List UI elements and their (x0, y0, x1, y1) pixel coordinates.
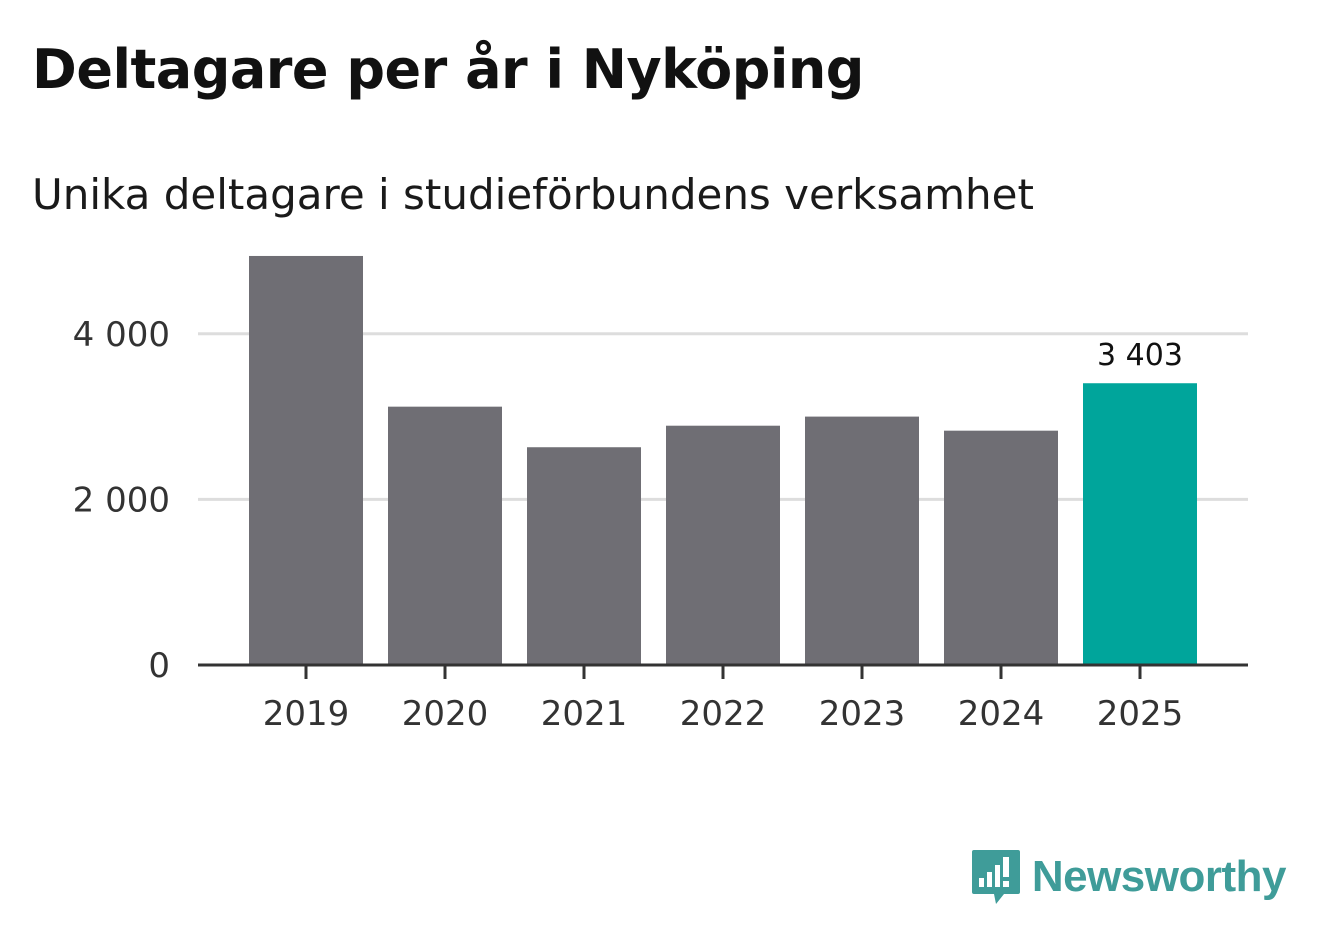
x-tick-label: 2025 (1097, 694, 1184, 734)
x-tick-label: 2021 (541, 694, 628, 734)
bar-2023 (805, 416, 919, 665)
y-tick-label: 4 000 (73, 315, 170, 355)
bar-2025 (1083, 383, 1197, 665)
bar-chart: 0 2 000 4 000 3 403 2019 2020 2021 2022 2023 2024… (73, 255, 1248, 734)
y-tick-label: 0 (148, 646, 170, 686)
x-tick-label: 2022 (680, 694, 767, 734)
x-tick-label: 2024 (958, 694, 1045, 734)
bar-2022 (666, 425, 780, 665)
data-label-2025: 3 403 (1097, 338, 1183, 373)
newsworthy-logo-icon (971, 850, 1020, 904)
chart-subtitle: Unika deltagare i studieförbundens verks… (32, 170, 1034, 219)
bar-2021 (527, 447, 641, 665)
y-tick-label: 2 000 (73, 480, 170, 520)
bar-2024 (944, 430, 1058, 665)
x-tick-label: 2023 (819, 694, 906, 734)
brand-name: Newsworthy (1031, 852, 1287, 901)
chart-title: Deltagare per år i Nyköping (32, 38, 864, 101)
brand-logo: Newsworthy (970, 848, 1287, 906)
x-tick-label: 2019 (263, 694, 350, 734)
bar-2019 (249, 255, 363, 665)
bar-2020 (388, 406, 502, 665)
x-tick-label: 2020 (402, 694, 489, 734)
